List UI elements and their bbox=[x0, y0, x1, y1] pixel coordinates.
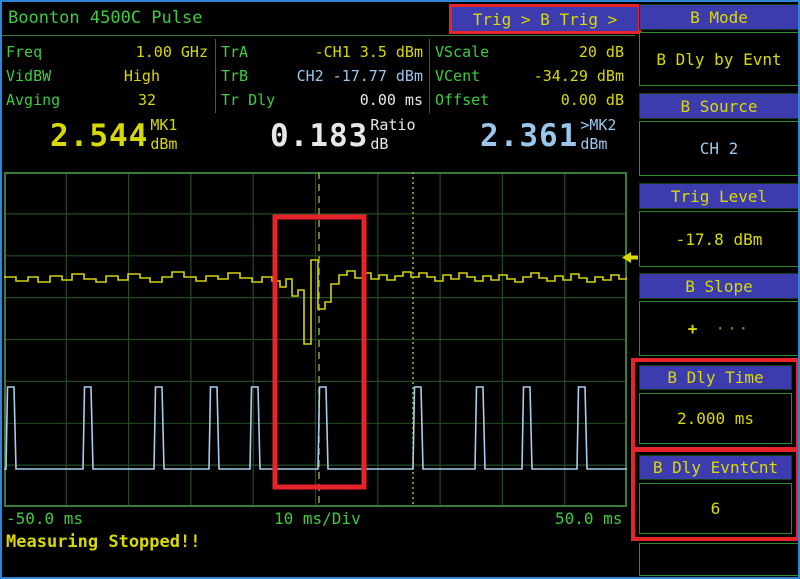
x-axis-scale-label: 10 ms/Div bbox=[274, 509, 361, 528]
softkey-header-b-slope[interactable]: B Slope bbox=[639, 273, 798, 299]
softkey-value-b-dly-time[interactable]: 2.000 ms bbox=[639, 393, 792, 444]
param-value: 20 dB bbox=[578, 43, 624, 61]
plot-border bbox=[4, 172, 627, 507]
softkey-header-trig-level[interactable]: Trig Level bbox=[639, 183, 798, 209]
param-label: Freq bbox=[6, 43, 43, 61]
menu-path-button[interactable]: Trig > B Trig > bbox=[449, 4, 641, 34]
highlighted-softkey-b-dly-time: B Dly Time 2.000 ms bbox=[631, 358, 798, 451]
ratio-unit: dB bbox=[370, 135, 389, 153]
status-message: Measuring Stopped!! bbox=[6, 532, 201, 552]
trace-reference-arrow-icon bbox=[622, 252, 638, 263]
trace-b-pulse-train bbox=[4, 386, 627, 470]
param-value: -34.29 dBm bbox=[533, 67, 624, 85]
ratio-label: Ratio bbox=[370, 116, 416, 134]
marker1-unit: dBm bbox=[150, 135, 178, 153]
softkey-value-b-mode[interactable]: B Dly by Evnt bbox=[639, 32, 798, 86]
slope-minus-option[interactable]: ··· bbox=[715, 319, 751, 338]
marker1-label: MK1 bbox=[150, 116, 178, 134]
param-row: VScale 20 dB bbox=[435, 40, 624, 64]
x-axis-end-label: 50.0 ms bbox=[555, 509, 623, 528]
softkey-header-b-dly-time[interactable]: B Dly Time bbox=[639, 365, 792, 390]
param-col-trigger: TrA -CH1 3.5 dBm TrB CH2 -17.77 dBm Tr Dly… bbox=[221, 40, 423, 112]
param-row: TrA -CH1 3.5 dBm bbox=[221, 40, 423, 64]
marker1-readout: 2.544 MK1 dBm bbox=[50, 114, 177, 158]
param-label: TrB bbox=[221, 67, 249, 85]
param-label: Offset bbox=[435, 91, 490, 109]
param-row: Avging 32 bbox=[6, 88, 208, 112]
param-label: VidBW bbox=[6, 67, 52, 85]
param-value: 0.00 ms bbox=[359, 91, 423, 109]
param-col-general: Freq 1.00 GHz VidBW High Avging 32 bbox=[6, 40, 208, 112]
param-row: VidBW High bbox=[6, 64, 208, 88]
softkey-empty-slot[interactable] bbox=[639, 543, 798, 576]
softkey-header-b-source[interactable]: B Source bbox=[639, 93, 798, 119]
marker2-readout: 2.361 >MK2 dBm bbox=[480, 114, 616, 158]
param-label: VCent bbox=[435, 67, 481, 85]
header-divider bbox=[2, 35, 635, 36]
marker2-label: >MK2 bbox=[580, 116, 617, 134]
slope-plus-option[interactable]: + bbox=[687, 319, 698, 338]
waveform-plot bbox=[4, 172, 627, 507]
param-row: Freq 1.00 GHz bbox=[6, 40, 208, 64]
param-label: TrA bbox=[221, 43, 249, 61]
marker2-value: 2.361 bbox=[480, 118, 579, 154]
softkey-value-b-dly-evntcnt[interactable]: 6 bbox=[639, 483, 792, 534]
param-value: -CH1 3.5 dBm bbox=[314, 43, 423, 61]
ratio-readout: 0.183 Ratio dB bbox=[270, 114, 415, 158]
param-value: High bbox=[123, 67, 160, 85]
param-value: 0.00 dB bbox=[560, 91, 624, 109]
column-divider bbox=[429, 39, 430, 113]
param-row: VCent -34.29 dBm bbox=[435, 64, 624, 88]
param-col-vertical: VScale 20 dB VCent -34.29 dBm Offset 0.00 d… bbox=[435, 40, 624, 112]
highlight-rect bbox=[272, 214, 367, 490]
ratio-value: 0.183 bbox=[270, 118, 369, 154]
page-title: Boonton 4500C Pulse bbox=[8, 8, 203, 28]
softkey-value-b-slope[interactable]: + ··· bbox=[639, 301, 798, 356]
softkey-header-b-dly-evntcnt[interactable]: B Dly EvntCnt bbox=[639, 455, 792, 480]
param-row: Offset 0.00 dB bbox=[435, 88, 624, 112]
softkey-header-b-mode[interactable]: B Mode bbox=[639, 4, 798, 30]
softkey-value-trig-level[interactable]: -17.8 dBm bbox=[639, 211, 798, 267]
marker1-value: 2.544 bbox=[50, 118, 149, 154]
param-value: CH2 -17.77 dBm bbox=[296, 67, 423, 85]
param-row: TrB CH2 -17.77 dBm bbox=[221, 64, 423, 88]
x-axis-start-label: -50.0 ms bbox=[6, 509, 84, 528]
param-row: Tr Dly 0.00 ms bbox=[221, 88, 423, 112]
marker-readout-row: 2.544 MK1 dBm 0.183 Ratio dB 2.361 >MK2 dBm bbox=[2, 114, 634, 170]
trace-a-power-trace bbox=[4, 259, 627, 345]
param-value: 1.00 GHz bbox=[135, 43, 208, 61]
param-label: Avging bbox=[6, 91, 61, 109]
softkey-value-b-source[interactable]: CH 2 bbox=[639, 121, 798, 176]
column-divider bbox=[215, 39, 216, 113]
param-label: Tr Dly bbox=[221, 91, 276, 109]
highlighted-softkey-b-dly-evntcnt: B Dly EvntCnt 6 bbox=[631, 448, 798, 541]
param-label: VScale bbox=[435, 43, 490, 61]
param-value: 32 bbox=[137, 91, 156, 109]
plot-grid bbox=[4, 172, 627, 507]
marker2-unit: dBm bbox=[580, 135, 608, 153]
